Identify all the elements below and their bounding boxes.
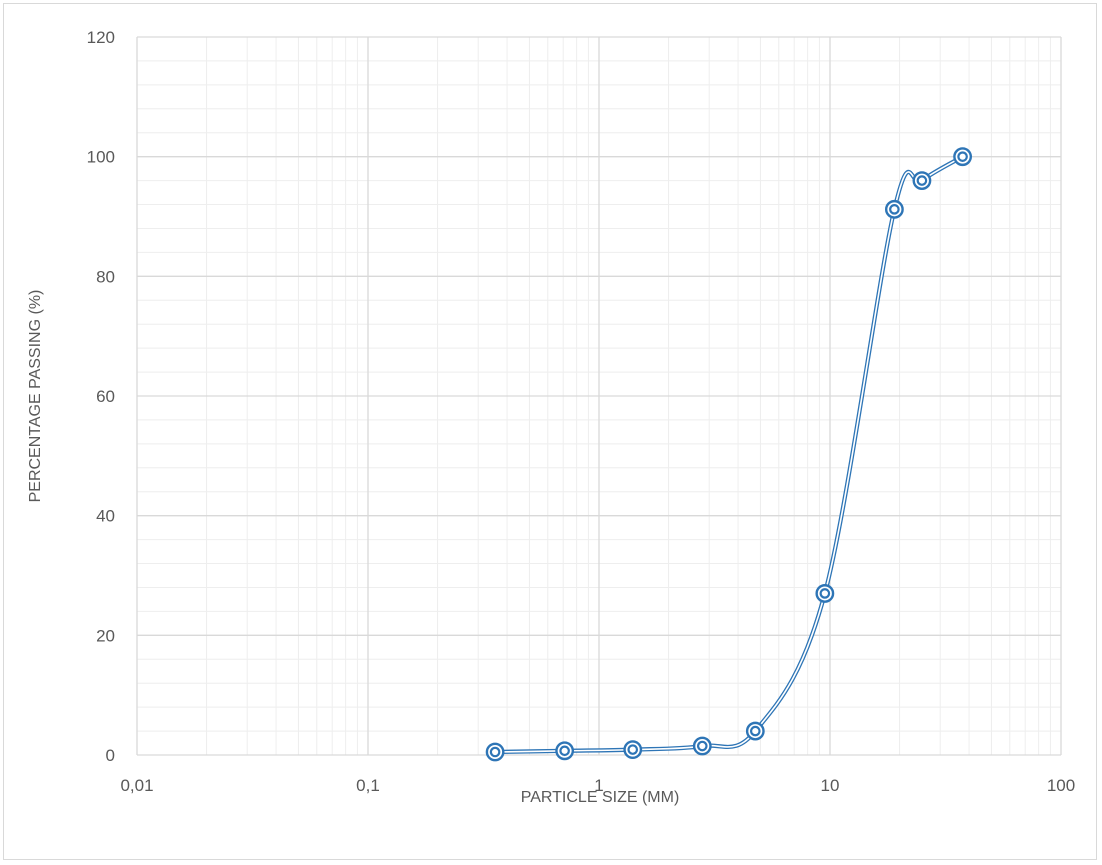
data-point-inner-ring: [819, 588, 831, 599]
data-point: [815, 584, 835, 603]
series-line-outer: [495, 154, 964, 755]
y-tick-label: 40: [96, 507, 115, 526]
x-tick-label: 1: [594, 776, 603, 795]
data-point-inner-ring: [916, 175, 928, 186]
data-point-inner-ring: [889, 204, 900, 215]
y-tick-label: 0: [106, 746, 115, 765]
y-axis-title: PERCENTAGE PASSING (%): [27, 290, 44, 503]
data-point-inner-ring: [750, 725, 761, 737]
data-point: [623, 740, 643, 760]
x-tick-label: 0,01: [120, 776, 153, 795]
data-point: [485, 742, 505, 762]
x-tick-labels: 0,01 0,1 1 10 100: [120, 776, 1075, 795]
data-point: [692, 736, 712, 756]
y-tick-label: 20: [96, 626, 115, 645]
x-tick-label: 100: [1047, 776, 1075, 795]
series-line-group: [495, 154, 964, 755]
y-tick-label: 100: [87, 148, 115, 167]
x-tick-label: 0,1: [356, 776, 380, 795]
data-point-inner-ring: [489, 746, 501, 758]
y-tick-labels: 0 20 40 60 80 100 120: [87, 28, 115, 765]
x-axis-title: PARTICLE SIZE (MM): [521, 789, 680, 806]
data-point: [953, 147, 973, 167]
major-grid: [136, 36, 1062, 756]
series-line-inner: [495, 155, 964, 753]
data-point-inner-ring: [957, 151, 968, 162]
chart-area: [3, 3, 1097, 860]
data-point: [555, 741, 575, 761]
data-point: [884, 199, 904, 219]
x-tick-label: 10: [821, 776, 840, 795]
data-point-inner-ring: [559, 745, 570, 757]
y-tick-label: 60: [96, 387, 115, 406]
data-point: [912, 171, 932, 191]
y-tick-label: 80: [96, 267, 115, 286]
markers-group: [485, 147, 973, 762]
y-tick-label: 120: [87, 28, 115, 47]
data-point: [745, 721, 765, 741]
data-point-inner-ring: [627, 744, 639, 755]
data-point-inner-ring: [696, 740, 708, 752]
